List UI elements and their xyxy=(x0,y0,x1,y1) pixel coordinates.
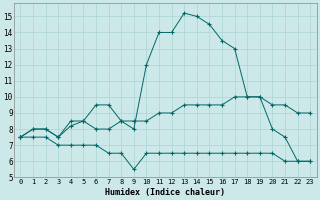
X-axis label: Humidex (Indice chaleur): Humidex (Indice chaleur) xyxy=(105,188,225,197)
